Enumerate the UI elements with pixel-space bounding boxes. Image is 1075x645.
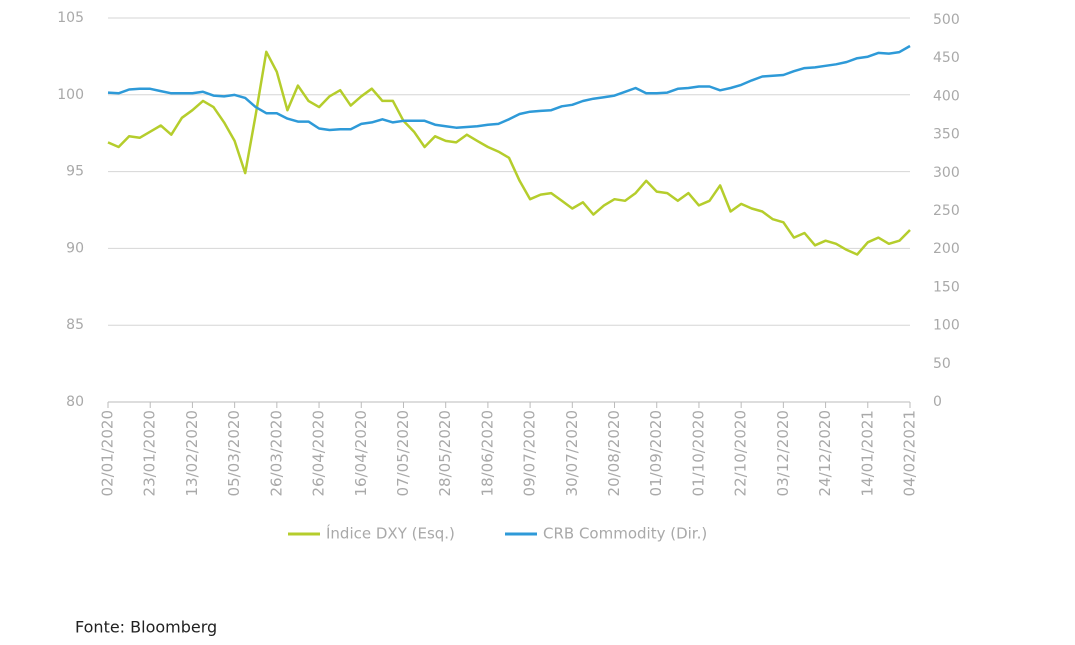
legend-label: CRB Commodity (Dir.) (543, 525, 707, 543)
y2-tick-label: 350 (933, 127, 960, 143)
x-tick-label: 23/01/2020 (141, 410, 159, 496)
x-tick-label: 28/05/2020 (436, 410, 454, 496)
x-tick-label: 26/04/2020 (310, 410, 328, 496)
x-tick-label: 02/01/2020 (99, 410, 117, 496)
y-tick-label: 85 (66, 317, 84, 333)
x-tick-label: 07/05/2020 (394, 410, 412, 496)
y2-tick-label: 400 (933, 88, 960, 104)
series-line (107, 44, 911, 132)
x-tick-label: 09/07/2020 (521, 410, 539, 496)
y2-tick-label: 150 (933, 279, 960, 295)
y2-tick-label: 50 (933, 356, 951, 372)
source-note: Fonte: Bloomberg (75, 618, 217, 637)
x-tick-label: 03/12/2020 (774, 410, 792, 496)
x-tick-label: 16/04/2020 (352, 410, 370, 496)
x-tick-label: 01/10/2020 (689, 410, 707, 496)
x-tick-label: 20/08/2020 (605, 410, 623, 496)
y2-tick-label: 500 (933, 12, 960, 28)
y2-tick-label: 300 (933, 165, 960, 181)
x-tick-label: 30/07/2020 (563, 410, 581, 496)
x-tick-label: 05/03/2020 (225, 410, 243, 496)
y2-tick-label: 200 (933, 241, 960, 257)
x-tick-label: 13/02/2020 (183, 410, 201, 496)
legend-label: Índice DXY (Esq.) (326, 524, 455, 543)
y-tick-label: 105 (57, 10, 84, 26)
y-tick-label: 95 (66, 164, 84, 180)
x-tick-label: 24/12/2020 (816, 410, 834, 496)
x-tick-label: 04/02/2021 (901, 410, 919, 496)
series-line (107, 50, 911, 256)
y-tick-label: 90 (66, 240, 84, 256)
y-tick-label: 100 (57, 87, 84, 103)
y-tick-label: 80 (66, 394, 84, 410)
y2-tick-label: 450 (933, 50, 960, 66)
x-tick-label: 01/09/2020 (647, 410, 665, 496)
y2-tick-label: 100 (933, 318, 960, 334)
x-tick-label: 18/06/2020 (478, 410, 496, 496)
y2-tick-label: 250 (933, 203, 960, 219)
y2-tick-label: 0 (933, 394, 942, 410)
x-tick-label: 14/01/2021 (858, 410, 876, 496)
x-tick-label: 22/10/2020 (732, 410, 750, 496)
x-tick-label: 26/03/2020 (267, 410, 285, 496)
